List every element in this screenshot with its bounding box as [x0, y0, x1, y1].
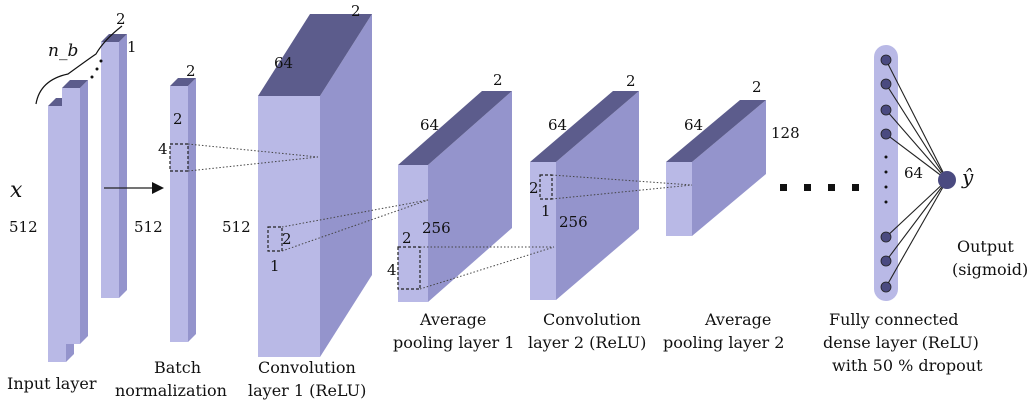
ellipsis-dots [780, 184, 859, 191]
projection-batchnorm-conv1 [187, 143, 319, 172]
pool1-kernel [397, 246, 421, 290]
conv2-length: 256 [559, 213, 588, 231]
output-node-group: ŷ Output (sigmoid) [938, 165, 1028, 279]
dense-neuron [880, 231, 892, 243]
neuron-connection [885, 109, 948, 181]
conv2-kernel-w: 2 [529, 179, 539, 197]
pool1-kernel-w: 2 [402, 229, 412, 247]
neuron-connection [885, 59, 948, 181]
neuron-connection [885, 179, 948, 262]
conv1-kernel [267, 226, 283, 252]
dense-neuron [880, 255, 892, 267]
input-length: 512 [9, 218, 38, 236]
projection-pool1-conv2 [419, 246, 555, 290]
dense-neuron [880, 128, 892, 140]
batch-size-label: n_b [48, 41, 78, 61]
conv1-label-2: layer 1 (ReLU) [248, 381, 366, 400]
batchnorm-length: 512 [134, 218, 163, 236]
neuron-connection [885, 83, 948, 181]
batch-normalization-layer: 2 2 4 512 Batch normalization [115, 62, 227, 400]
conv1-label-1: Convolution [258, 358, 356, 377]
pool1-label-2: pooling layer 1 [393, 333, 514, 352]
input-layer: n_b 2 1 x 512 Input layer [7, 10, 137, 393]
conv2-label-2: layer 2 (ReLU) [528, 333, 646, 352]
pool2-layer: 2 64 128 Average pooling layer 2 [663, 78, 800, 352]
batchnorm-kernel-h: 4 [158, 140, 168, 158]
conv2-channels: 64 [548, 116, 567, 134]
input-index-label: 1 [127, 38, 137, 56]
batchnorm-label-1: Batch [154, 358, 201, 377]
dense-layer: 64 Fully connected dense layer (ReLU) wi… [823, 45, 983, 375]
conv2-kernel [539, 174, 553, 200]
conv2-kernel-h: 1 [541, 202, 551, 220]
dense-neuron [880, 54, 892, 66]
pool1-depth: 2 [493, 71, 503, 89]
projection-conv1-pool1 [281, 199, 429, 252]
conv1-channels: 64 [274, 54, 293, 72]
dense-neuron [880, 281, 892, 293]
pool1-channels: 64 [420, 116, 439, 134]
conv2-layer: 2 64 2 1 256 Convolution layer 2 (ReLU) [528, 72, 646, 352]
output-label-1: Output [957, 237, 1014, 256]
conv1-depth: 2 [351, 2, 361, 20]
input-bar-middle [62, 80, 88, 344]
dense-label-3: with 50 % dropout [832, 356, 983, 375]
input-bar-back [101, 34, 127, 298]
pool2-label-1: Average [704, 310, 771, 329]
projection-conv2-pool2 [551, 174, 693, 200]
batchnorm-label-2: normalization [115, 381, 227, 400]
pool1-label-1: Average [419, 310, 486, 329]
batchnorm-kernel [169, 143, 189, 172]
neuron-connection [885, 133, 948, 181]
pool2-label-2: pooling layer 2 [663, 333, 784, 352]
output-label-2: (sigmoid) [952, 260, 1028, 279]
output-symbol: ŷ [961, 165, 974, 189]
input-layer-label: Input layer [7, 374, 97, 393]
dense-neuron [880, 78, 892, 90]
conv1-kernel-w: 2 [282, 230, 292, 248]
conv1-layer: 2 64 2 1 512 Convolution layer 1 (ReLU) [222, 2, 372, 400]
input-depth-label: 2 [116, 10, 126, 28]
neuron-ellipsis [884, 155, 888, 204]
neuron-connection [885, 179, 948, 238]
pool1-length: 256 [422, 219, 451, 237]
neuron-connection [885, 179, 948, 288]
dense-neuron [880, 104, 892, 116]
dense-neurons [880, 54, 948, 293]
conv1-kernel-h: 1 [270, 257, 280, 275]
dense-label-1: Fully connected [829, 310, 959, 329]
batchnorm-depth: 2 [186, 62, 196, 80]
input-variable: x [10, 178, 23, 203]
pool2-channels: 64 [684, 116, 703, 134]
batch-brace [35, 25, 123, 105]
conv1-length: 512 [222, 218, 251, 236]
dense-label-2: dense layer (ReLU) [823, 333, 979, 352]
pool1-kernel-h: 4 [387, 261, 397, 279]
pool2-depth: 2 [752, 78, 762, 96]
pool2-length: 128 [771, 124, 800, 142]
conv2-label-1: Convolution [543, 310, 641, 329]
batchnorm-kernel-w: 2 [173, 110, 183, 128]
pool1-layer: 2 64 256 2 4 Average pooling layer 1 [387, 71, 514, 352]
arrow-icon [104, 182, 164, 194]
output-node [938, 171, 956, 189]
stack-dots [90, 59, 103, 79]
conv2-depth: 2 [626, 72, 636, 90]
dense-units: 64 [904, 164, 923, 182]
